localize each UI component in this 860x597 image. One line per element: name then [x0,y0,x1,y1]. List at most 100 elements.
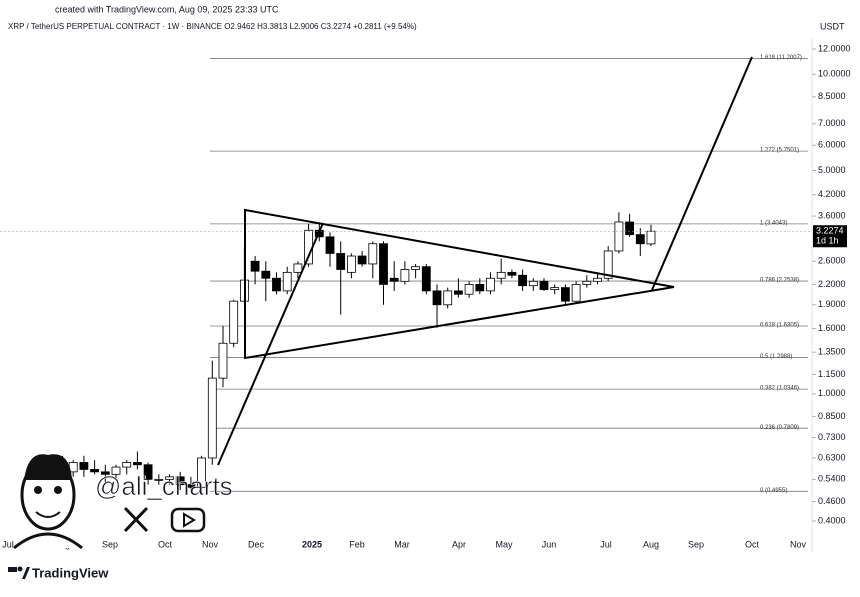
watermark: @ali_charts [95,471,233,501]
brand-logo [8,566,30,579]
candle-body [486,277,495,292]
candle-body [111,466,121,475]
candle-body [79,462,89,470]
youtube-icon [170,507,206,533]
target-line [651,56,753,291]
candle-body [518,274,527,287]
candle-body [453,290,463,295]
candle-body [207,377,217,459]
candle-body [582,280,592,285]
fib-label: 1 (3.4043) [760,220,787,226]
y-tick-label: 8.5000 [818,91,846,101]
candle-body [357,255,367,265]
x-tick-label: Feb [349,539,365,549]
candle-body [539,280,549,290]
x-tick-label: Jul [600,539,612,549]
x-tick-label: May [495,539,513,549]
candle-body [614,221,624,252]
x-tick-label: Jun [542,539,557,549]
fib-label: 0 (0.4955) [760,488,787,494]
x-tick-label: Dec [248,539,265,549]
candle-body [379,243,388,285]
candle-body [229,300,239,344]
fib-label: 0.786 (2.2538) [760,278,799,284]
candle-body [646,230,656,245]
fib-label: 1.618 (11.2007) [760,55,802,61]
candle-body [304,229,314,265]
y-tick-label: 6.0000 [818,140,846,150]
x-tick-label: Mar [394,539,410,549]
candle-body [143,464,153,480]
y-tick-label: 12.0000 [818,43,851,53]
symbol-legend: XRP / TetherUS PERPETUAL CONTRACT · 1W ·… [8,22,417,31]
candle-body [218,342,228,379]
candle-body [346,255,356,273]
currency: USDT [820,21,845,31]
candle-body [154,478,164,481]
fib-label: 0.236 (0.7809) [760,425,799,431]
y-tick-label: 0.5400 [818,474,846,484]
candle-body [550,287,560,290]
candle-body [593,277,602,282]
candle-body [625,221,634,236]
x-tick-label: Jul [2,539,14,549]
fib-label: 0.5 (1.2988) [760,354,792,360]
x-tick-label: Oct [745,539,760,549]
candle-body [165,476,174,480]
candle-body [250,260,260,272]
candle-body [507,271,517,276]
candle-body [603,250,613,279]
candle-body [528,280,538,287]
last-price-label: 3.2274 [816,226,844,236]
candle-body [443,290,453,306]
candle-body [197,457,207,488]
x-tick-label: Oct [158,539,173,549]
candle-body [175,476,185,486]
candle-body [571,284,581,302]
y-tick-label: 7.0000 [818,118,846,128]
x-tick-label: Nov [202,539,219,549]
candle-body [272,277,281,292]
y-tick-label: 1.6000 [818,323,846,333]
candle-body [261,270,271,279]
candle-body [464,284,474,295]
y-tick-label: 0.7300 [818,432,846,442]
candle-body [475,284,485,292]
y-tick-label: 1.3500 [818,347,846,357]
y-tick-label: 1.0000 [818,388,846,398]
x-tick-label: Sep [688,539,704,549]
candle-body [186,484,196,488]
candle-body [400,269,410,282]
y-tick-label: 0.4600 [818,496,846,506]
candle-body [293,263,303,273]
candle-body [496,271,506,279]
y-tick-label: 0.8500 [818,411,846,421]
candle-body [432,290,442,306]
x-tick-label: Sep [102,539,118,549]
avatar [13,454,83,550]
x-tick-label: Apr [452,539,466,549]
y-tick-label: 2.6000 [818,256,846,266]
header-note: created with TradingView.com, Aug 09, 20… [55,4,279,14]
candle-body [132,462,142,466]
candle-body [122,462,132,468]
y-tick-label: 2.2000 [818,279,846,289]
candle-body [336,253,346,270]
countdown: 1d 1h [816,236,839,246]
y-tick-label: 3.6000 [818,210,846,220]
y-tick-label: 5.0000 [818,165,846,175]
y-tick-label: 1.9000 [818,299,846,309]
fib-label: 1.272 (5.7501) [760,148,799,154]
fib-label: 0.618 (1.6305) [760,323,799,329]
y-tick-label: 0.6300 [818,452,846,462]
fib-label: 0.382 (1.0346) [760,386,799,392]
candle-body [325,236,335,254]
x-tick-label: Nov [790,539,807,549]
candle-body [282,271,292,292]
candle-body [411,266,421,270]
brand: TradingView [32,565,109,580]
candle-body [100,471,110,475]
y-tick-label: 1.1500 [818,369,846,379]
